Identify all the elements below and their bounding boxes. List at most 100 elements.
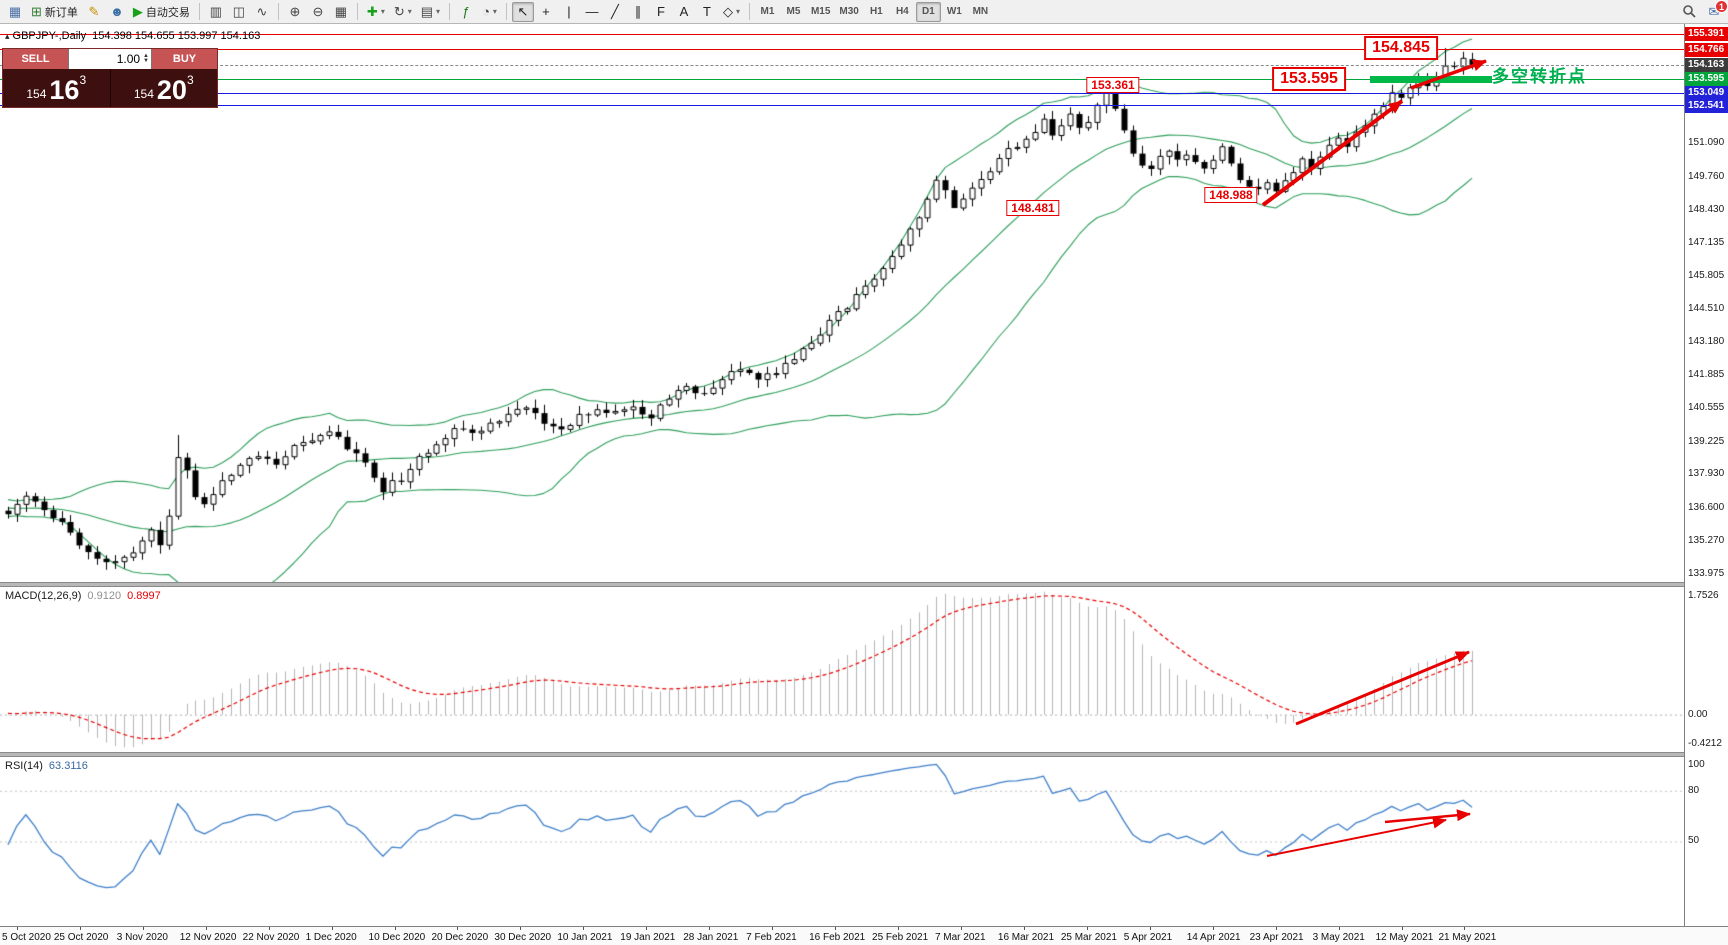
- timeframe-h4-button[interactable]: H4: [895, 6, 909, 17]
- macd-signal-value: 0.8997: [127, 590, 161, 602]
- metaeditor-button[interactable]: ✎: [83, 2, 105, 22]
- candlestick-chart-button[interactable]: ◫: [228, 2, 250, 22]
- indicators-icon: ƒ: [462, 4, 470, 19]
- turning-point-note[interactable]: 多空转折点: [1492, 67, 1587, 86]
- dropdown-arrow-icon[interactable]: ▾: [436, 7, 441, 16]
- time-axis-tick: [960, 927, 962, 930]
- vertical-line-button[interactable]: |: [558, 2, 580, 22]
- crosshair-button[interactable]: +: [535, 2, 557, 22]
- panel-splitter-macd[interactable]: [0, 582, 1728, 587]
- timeframe-w1-button[interactable]: W1: [946, 6, 962, 17]
- time-axis-tick: [142, 927, 144, 930]
- horizontal-level-line[interactable]: [0, 92, 1684, 94]
- label-button[interactable]: T: [696, 2, 718, 22]
- autotrading-icon: ▶: [132, 4, 143, 19]
- timeframe-h1-button[interactable]: H1: [869, 6, 883, 17]
- fibonacci-button[interactable]: F: [650, 2, 672, 22]
- time-axis-tick: [268, 927, 270, 930]
- bar-chart-button[interactable]: ▥: [205, 2, 227, 22]
- rsi-scale-80: 80: [1688, 785, 1700, 796]
- community-button[interactable]: ☻: [106, 2, 128, 22]
- price-scale-label: 147.135: [1688, 236, 1725, 248]
- time-axis-tick: [1149, 927, 1151, 930]
- timeframe-m15-button[interactable]: M15: [810, 6, 831, 17]
- price-axis[interactable]: 1.7526 0.00 -0.4212 100 80 50 151.090 149…: [1684, 24, 1728, 926]
- rsi-value: 63.3116: [48, 760, 88, 772]
- horizontal-level-line[interactable]: [0, 33, 1684, 35]
- notifications-button[interactable]: ✉ 1: [1703, 0, 1728, 21]
- support-zone-bar[interactable]: [1370, 75, 1492, 83]
- buy-price[interactable]: 154 20 3: [110, 69, 217, 107]
- periods-button[interactable]: ◔ ▾: [478, 2, 501, 22]
- price-annotation-box[interactable]: 153.361: [1086, 77, 1140, 93]
- tile-windows-icon: ▦: [334, 4, 348, 19]
- price-scale-label: 133.975: [1688, 567, 1725, 579]
- price-annotation-box[interactable]: 148.988: [1204, 187, 1258, 203]
- horizontal-level-line[interactable]: [0, 105, 1684, 107]
- search-button[interactable]: [1678, 1, 1700, 21]
- date-label: 16 Feb 2021: [809, 932, 866, 943]
- new-order-button[interactable]: ⊞ 新订单: [27, 2, 82, 22]
- templates-button[interactable]: ▤ ▾: [417, 2, 444, 22]
- line-chart-button[interactable]: ∿: [251, 2, 273, 22]
- zoom-in-button[interactable]: ⊕: [284, 2, 306, 22]
- date-label: 10 Jan 2021: [557, 932, 613, 943]
- tile-windows-button[interactable]: ▦: [330, 2, 352, 22]
- trendline-button[interactable]: ╱: [604, 2, 626, 22]
- step-up-icon[interactable]: ▲: [143, 53, 149, 59]
- indicators-button[interactable]: ƒ: [455, 2, 477, 22]
- profiles-button[interactable]: ↻ ▾: [390, 2, 416, 22]
- zoom-out-icon: ⊖: [312, 4, 324, 19]
- price-chart-canvas[interactable]: [0, 24, 1684, 582]
- autotrading-button-label: 自动交易: [145, 6, 190, 19]
- crosshair-icon: +: [542, 4, 550, 19]
- timeframe-m30-button[interactable]: M30: [839, 6, 859, 17]
- volume-input[interactable]: 1.00 ▲ ▼: [68, 49, 152, 69]
- charts-window-button[interactable]: ▦: [4, 2, 26, 22]
- dropdown-arrow-icon[interactable]: ▾: [492, 7, 497, 16]
- text-button[interactable]: A: [673, 2, 695, 22]
- quote-panel-toggle-icon[interactable]: ▴: [5, 31, 10, 41]
- price-annotation-box[interactable]: 153.595: [1272, 67, 1346, 91]
- timeframe-m1-button[interactable]: M1: [760, 6, 775, 17]
- toolbar-separator: [505, 3, 507, 20]
- channel-button[interactable]: ∥: [627, 2, 649, 22]
- cursor-button[interactable]: ↖: [511, 1, 534, 22]
- time-axis-tick: [79, 927, 81, 930]
- horizontal-level-line[interactable]: [0, 49, 1684, 51]
- price-annotation-box[interactable]: 154.845: [1364, 36, 1438, 60]
- date-label: 7 Mar 2021: [934, 932, 986, 943]
- horizontal-line-icon: —: [585, 4, 599, 19]
- toolbar-separator: [356, 3, 358, 20]
- horizontal-level-line[interactable]: [0, 78, 1684, 80]
- zoom-out-button[interactable]: ⊖: [307, 2, 329, 22]
- sell-button[interactable]: SELL: [3, 49, 68, 69]
- current-price-line[interactable]: [0, 64, 1684, 66]
- time-axis-tick: [1212, 927, 1214, 930]
- date-label: 21 May 2021: [1438, 932, 1497, 943]
- level-price-label: 155.391: [1685, 27, 1728, 42]
- level-price-label: 153.595: [1685, 72, 1728, 87]
- date-label: 25 Mar 2021: [1060, 932, 1117, 943]
- horizontal-line-button[interactable]: —: [581, 2, 603, 22]
- dropdown-arrow-icon[interactable]: ▾: [407, 7, 412, 16]
- shapes-button[interactable]: ◇ ▾: [719, 2, 744, 22]
- buy-button[interactable]: BUY: [152, 49, 217, 69]
- date-label: 19 Jan 2021: [620, 932, 676, 943]
- timeframe-d1-button[interactable]: D1: [915, 1, 941, 22]
- timeframe-m5-button[interactable]: M5: [786, 6, 801, 17]
- sell-price[interactable]: 154 16 3: [3, 69, 110, 107]
- autotrading-button[interactable]: ▶ 自动交易: [129, 2, 194, 22]
- timeframe-mn-button[interactable]: MN: [972, 6, 989, 17]
- panel-splitter-rsi[interactable]: [0, 752, 1728, 757]
- dropdown-arrow-icon[interactable]: ▾: [380, 7, 385, 16]
- price-annotation-box[interactable]: 148.481: [1006, 200, 1060, 216]
- dropdown-arrow-icon[interactable]: ▾: [735, 7, 740, 16]
- date-label: 20 Dec 2020: [431, 932, 489, 943]
- step-down-icon[interactable]: ▼: [143, 58, 149, 64]
- new-chart-button[interactable]: ✚ ▾: [363, 2, 389, 22]
- time-axis[interactable]: 5 Oct 2020 25 Oct 2020 3 Nov 2020 12 Nov 20…: [0, 926, 1728, 945]
- new-chart-icon: ✚: [366, 4, 378, 19]
- volume-stepper[interactable]: ▲ ▼: [143, 53, 149, 64]
